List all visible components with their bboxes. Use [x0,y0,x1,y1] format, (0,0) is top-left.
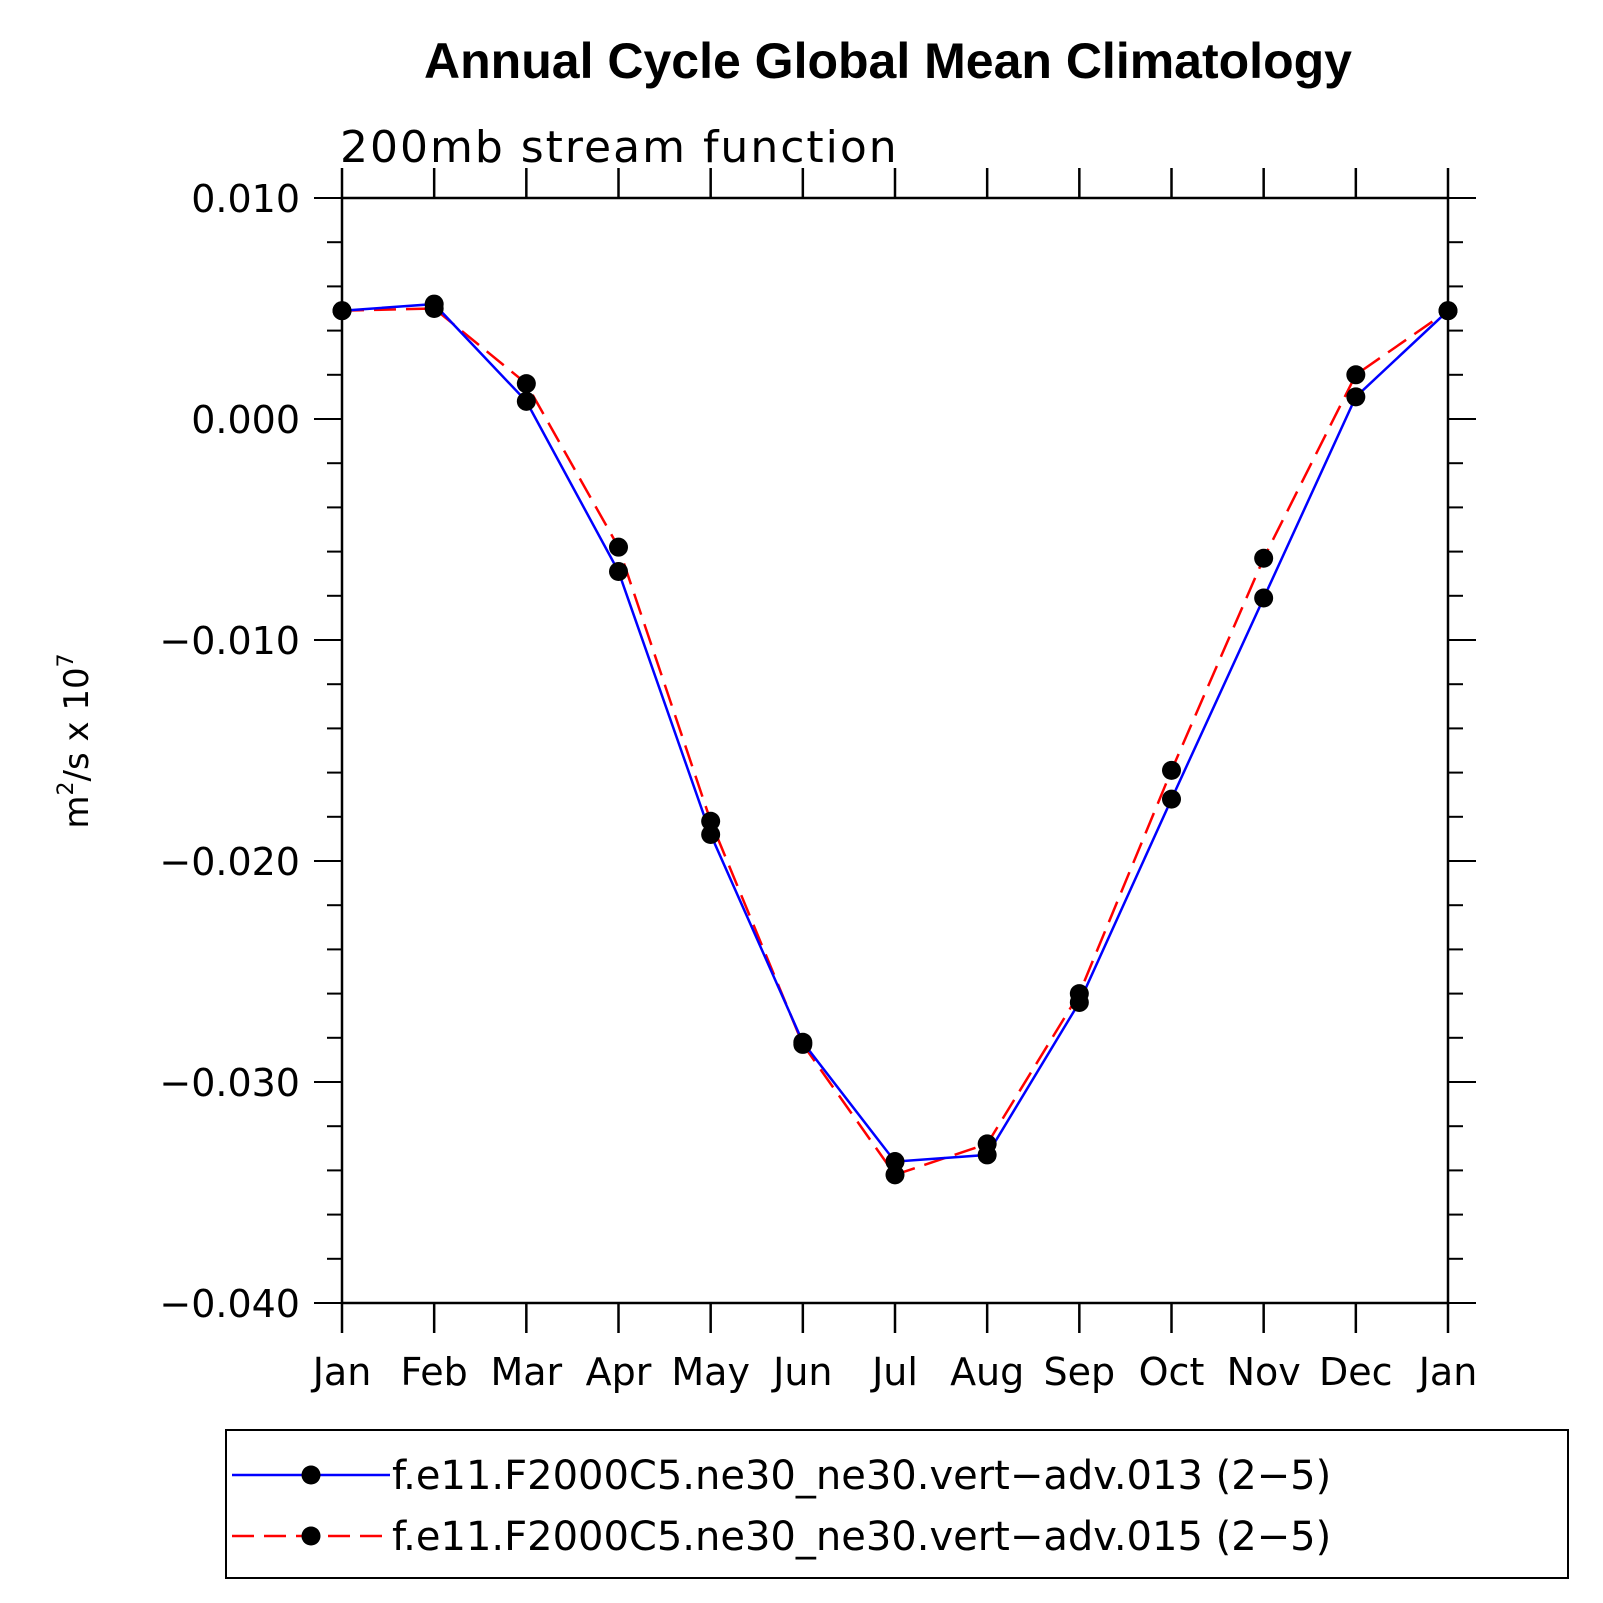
data-point [332,301,352,321]
y-tick-label: −0.020 [159,840,300,884]
x-tick-label: Apr [586,1350,652,1394]
x-tick-label: Jan [1417,1350,1478,1394]
y-axis-label-sup2: 7 [54,653,79,667]
x-tick-label: May [671,1350,750,1394]
y-tick-label: −0.040 [159,1282,300,1326]
data-point [1162,789,1181,809]
x-tick-label: Nov [1227,1350,1301,1394]
legend-swatch-marker [301,1526,321,1546]
y-axis-label-mid: /s x 10 [57,667,97,781]
data-point [516,391,536,411]
data-point [516,374,536,394]
series-line [341,307,1449,1177]
data-point [885,1165,905,1185]
chart-title: Annual Cycle Global Mean Climatology [424,33,1352,89]
legend-label: f.e11.F2000C5.ne30_ne30.vert−adv.013 (2−… [392,1453,1331,1499]
x-tick-label: Sep [1044,1350,1116,1394]
data-point [793,1032,813,1052]
y-axis-label-base: m [57,796,97,829]
data-point [1162,760,1181,780]
plot-frame [340,196,1450,1305]
x-tick-label: Mar [490,1350,562,1394]
data-point [885,1152,905,1172]
data-point [424,294,444,314]
chart-subtitle: 200mb stream function [340,122,899,173]
x-tick-label: Feb [401,1350,468,1394]
data-point [1346,387,1366,407]
x-tick-label: Aug [950,1350,1024,1394]
y-tick-label: −0.030 [159,1061,300,1105]
x-tick-label: Jan [311,1350,372,1394]
data-point [1254,548,1274,568]
y-tick-label: 0.010 [191,177,300,221]
data-point [1069,992,1089,1012]
series-layer [332,294,1458,1185]
data-point [1254,588,1274,608]
x-tick-label: Oct [1139,1350,1205,1394]
data-point [701,811,721,831]
data-point [1438,301,1458,321]
y-axis-label: m2/s x 107 [54,653,97,828]
legend-box [225,1429,1569,1579]
data-point [609,561,628,581]
x-tick-label: Jul [870,1350,918,1394]
data-point [701,824,721,844]
data-point [1346,365,1366,385]
x-tick-label: Jun [771,1350,832,1394]
data-point [977,1145,997,1165]
series-line [341,302,1449,1163]
legend-label: f.e11.F2000C5.ne30_ne30.vert−adv.015 (2−… [392,1514,1331,1560]
y-axis-label-sup1: 2 [54,782,79,796]
x-tick-label: Dec [1319,1350,1393,1394]
data-point [609,537,628,557]
y-tick-label: −0.010 [159,619,300,663]
legend-swatch-marker [301,1465,321,1485]
y-tick-label: 0.000 [191,398,300,442]
legend: f.e11.F2000C5.ne30_ne30.vert−adv.013 (2−… [225,1429,1569,1579]
